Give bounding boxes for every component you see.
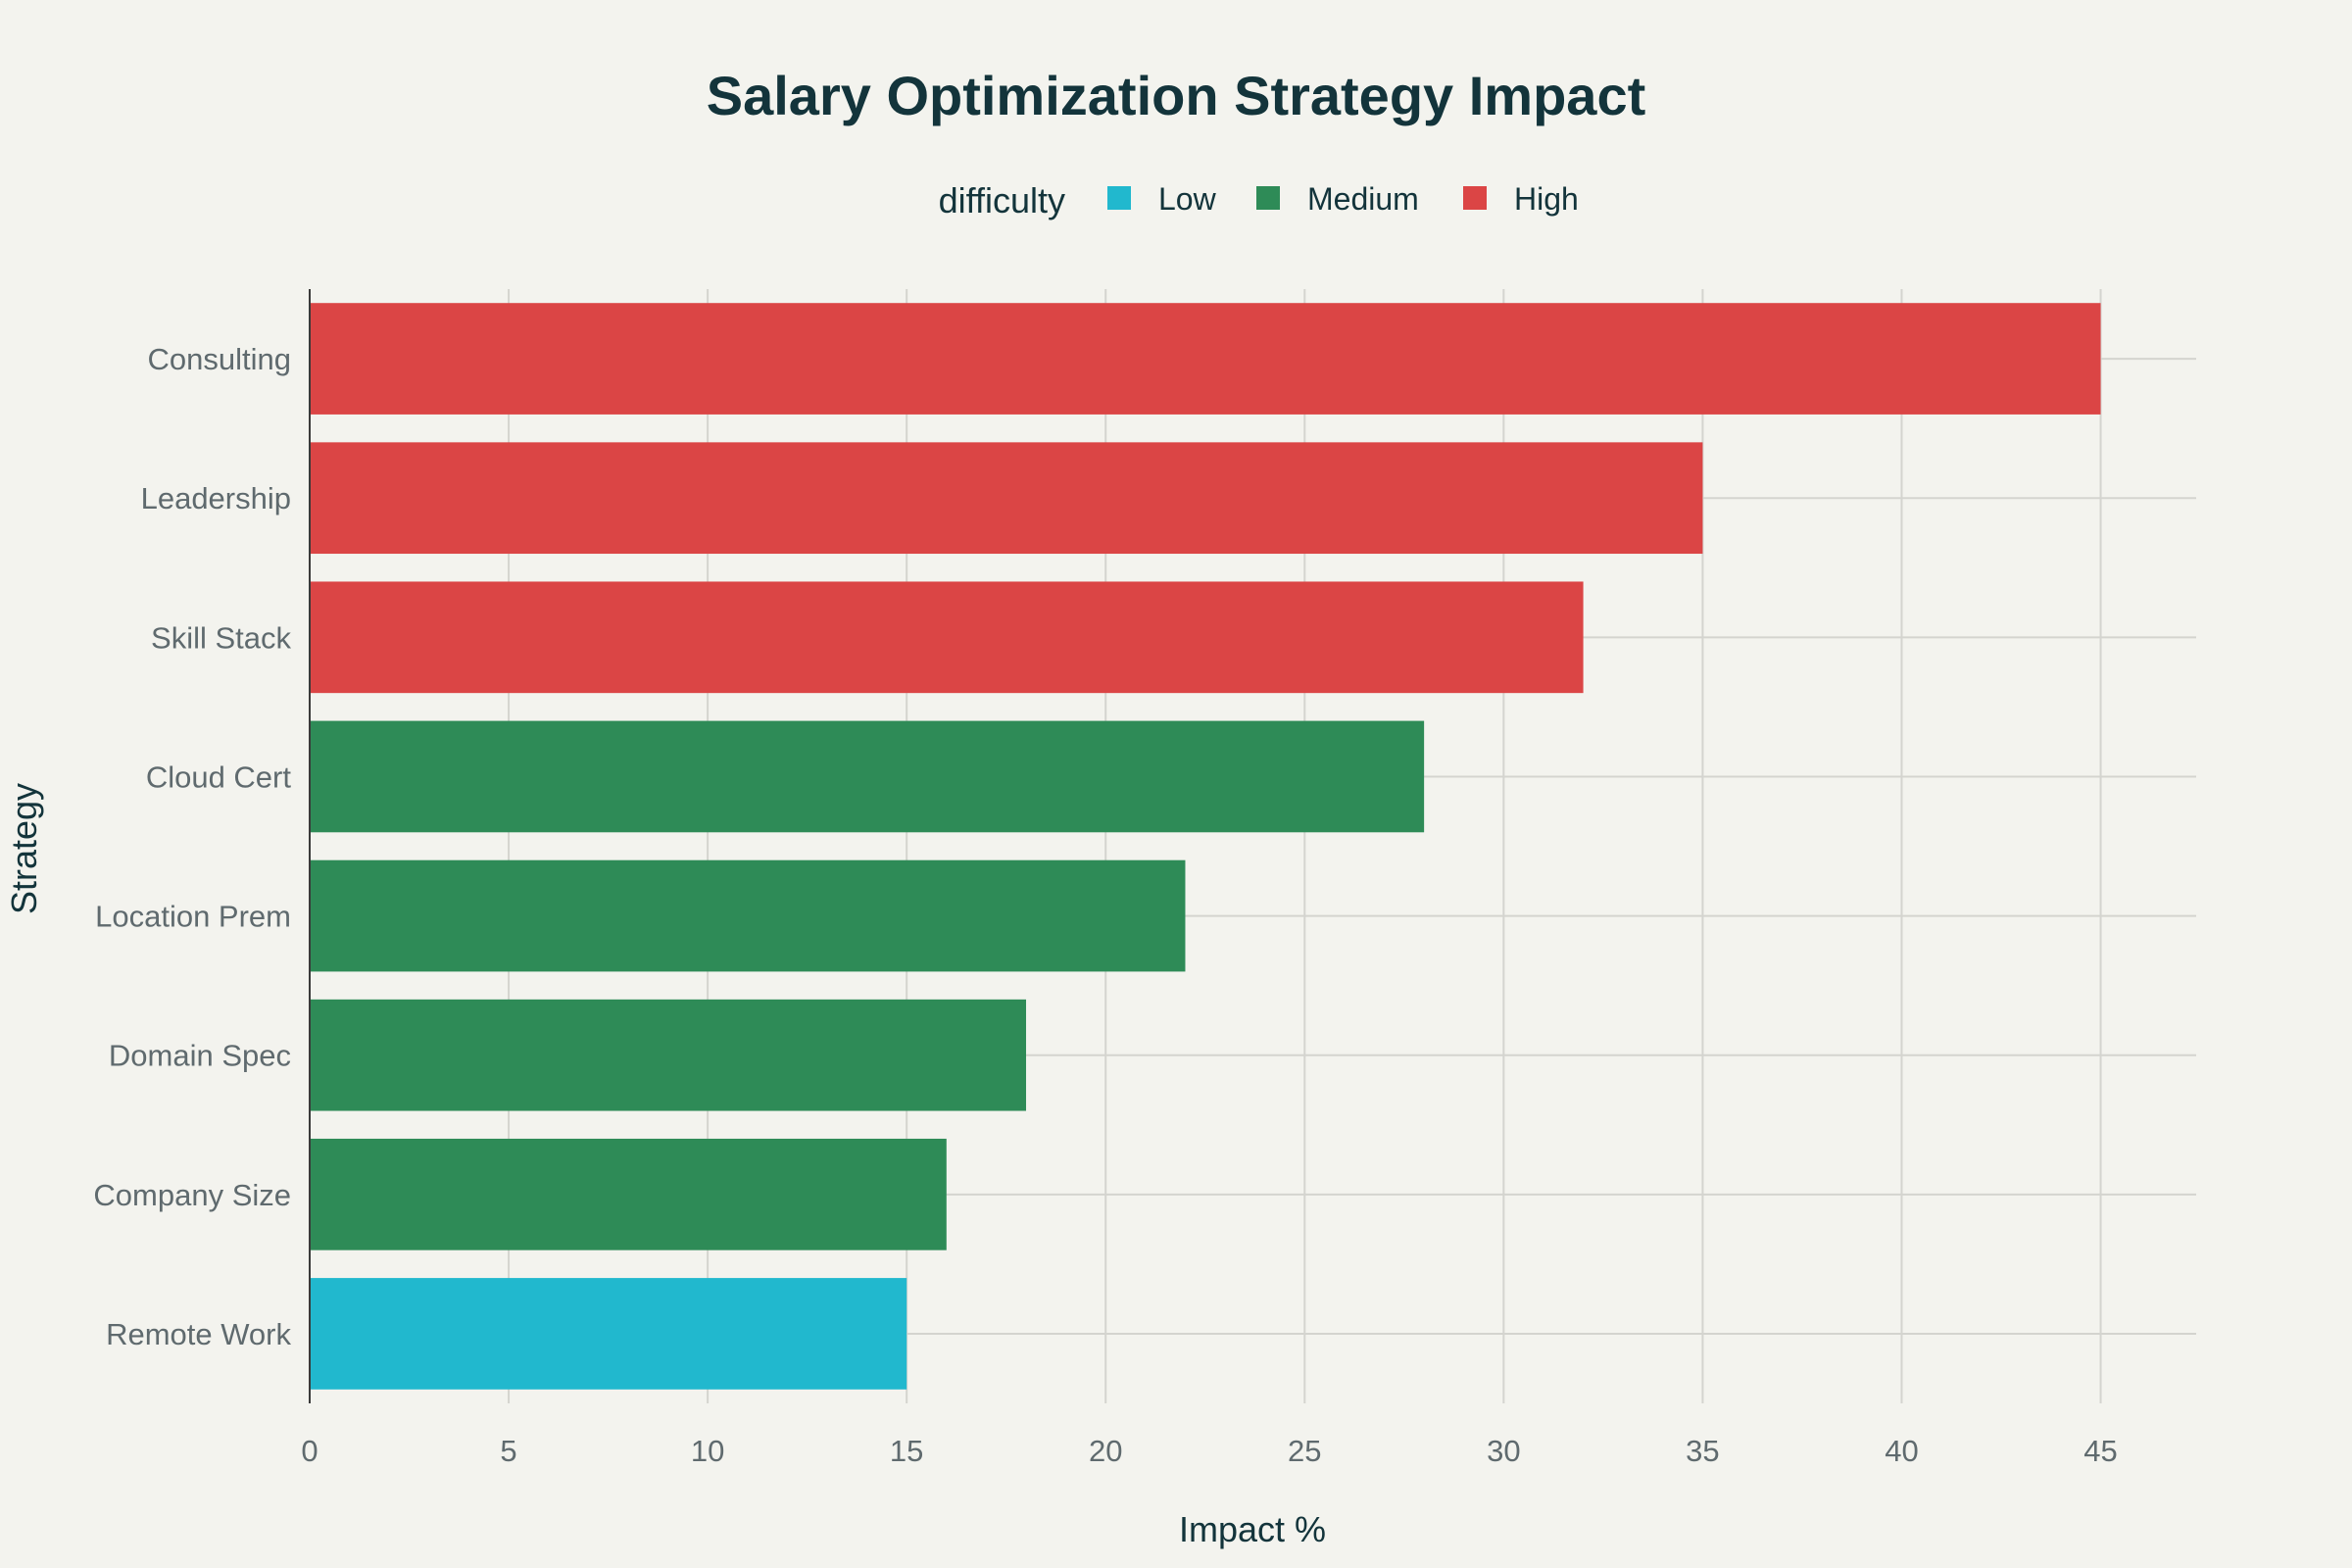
y-tick-label: Company Size <box>93 1178 291 1212</box>
bar <box>310 999 1027 1111</box>
bar <box>310 303 2101 415</box>
x-tick-label: 10 <box>691 1434 724 1468</box>
x-tick-label: 5 <box>500 1434 516 1468</box>
y-tick-label: Cloud Cert <box>146 760 292 794</box>
bar <box>310 442 1703 555</box>
y-tick-label: Domain Spec <box>109 1039 291 1073</box>
legend-swatch <box>1256 186 1280 210</box>
x-tick-label: 0 <box>301 1434 318 1468</box>
legend-swatch <box>1107 186 1131 210</box>
y-tick-label: Skill Stack <box>151 620 291 655</box>
axes: 0 5 10 15 20 25 30 35 40 45 Consulting Leadership Sk… <box>93 289 2118 1468</box>
x-tick-label: 40 <box>1885 1434 1918 1468</box>
x-axis-title: Impact % <box>1179 1509 1326 1549</box>
bar <box>310 859 1186 972</box>
bar <box>310 720 1425 833</box>
x-tick-label: 35 <box>1686 1434 1719 1468</box>
legend-title: difficulty <box>939 180 1065 220</box>
y-tick-label: Remote Work <box>106 1317 291 1351</box>
legend-label: High <box>1514 181 1579 217</box>
y-tick-label: Leadership <box>141 481 291 515</box>
chart-title: Salary Optimization Strategy Impact <box>707 65 1645 126</box>
y-tick-label: Consulting <box>148 342 291 376</box>
y-axis-title: Strategy <box>4 783 44 914</box>
bar <box>310 1278 907 1390</box>
x-tick-label: 25 <box>1288 1434 1321 1468</box>
x-tick-label: 45 <box>2083 1434 2117 1468</box>
x-tick-label: 20 <box>1089 1434 1122 1468</box>
legend-label: Low <box>1158 181 1217 217</box>
bar <box>310 581 1584 694</box>
legend-swatch <box>1463 186 1487 210</box>
x-tick-label: 30 <box>1487 1434 1520 1468</box>
x-tick-label: 15 <box>890 1434 923 1468</box>
legend-label: Medium <box>1307 181 1419 217</box>
y-tick-label: Location Prem <box>95 900 291 934</box>
legend: difficulty Low Medium High <box>939 180 1579 220</box>
bars <box>310 303 2101 1390</box>
bar <box>310 1138 947 1250</box>
